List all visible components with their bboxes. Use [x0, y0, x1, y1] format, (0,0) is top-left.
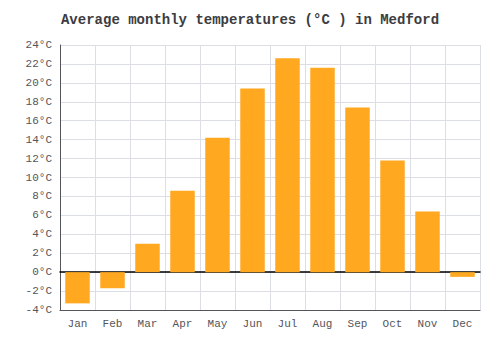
svg-text:-2°C: -2°C [26, 285, 53, 297]
svg-text:Aug: Aug [313, 318, 333, 330]
svg-text:10°C: 10°C [26, 172, 53, 184]
svg-text:Dec: Dec [453, 318, 473, 330]
svg-text:Mar: Mar [138, 318, 158, 330]
svg-text:6°C: 6°C [32, 209, 52, 221]
svg-text:8°C: 8°C [32, 190, 52, 202]
svg-text:12°C: 12°C [26, 153, 53, 165]
svg-text:20°C: 20°C [26, 77, 53, 89]
svg-text:Jul: Jul [278, 318, 298, 330]
svg-text:14°C: 14°C [26, 134, 53, 146]
svg-text:Jun: Jun [243, 318, 263, 330]
svg-text:Average monthly temperatures (: Average monthly temperatures (°C ) in Me… [61, 12, 439, 28]
svg-text:Jan: Jan [68, 318, 88, 330]
svg-text:Feb: Feb [103, 318, 123, 330]
svg-text:0°C: 0°C [32, 266, 52, 278]
svg-text:22°C: 22°C [26, 58, 53, 70]
svg-text:May: May [208, 318, 228, 330]
svg-text:18°C: 18°C [26, 96, 53, 108]
svg-text:4°C: 4°C [32, 228, 52, 240]
svg-text:Apr: Apr [173, 318, 193, 330]
svg-text:Oct: Oct [383, 318, 403, 330]
svg-text:Sep: Sep [348, 318, 368, 330]
svg-text:Nov: Nov [418, 318, 438, 330]
svg-text:2°C: 2°C [32, 247, 52, 259]
svg-text:-4°C: -4°C [26, 304, 53, 316]
svg-text:24°C: 24°C [26, 39, 53, 51]
svg-text:16°C: 16°C [26, 115, 53, 127]
